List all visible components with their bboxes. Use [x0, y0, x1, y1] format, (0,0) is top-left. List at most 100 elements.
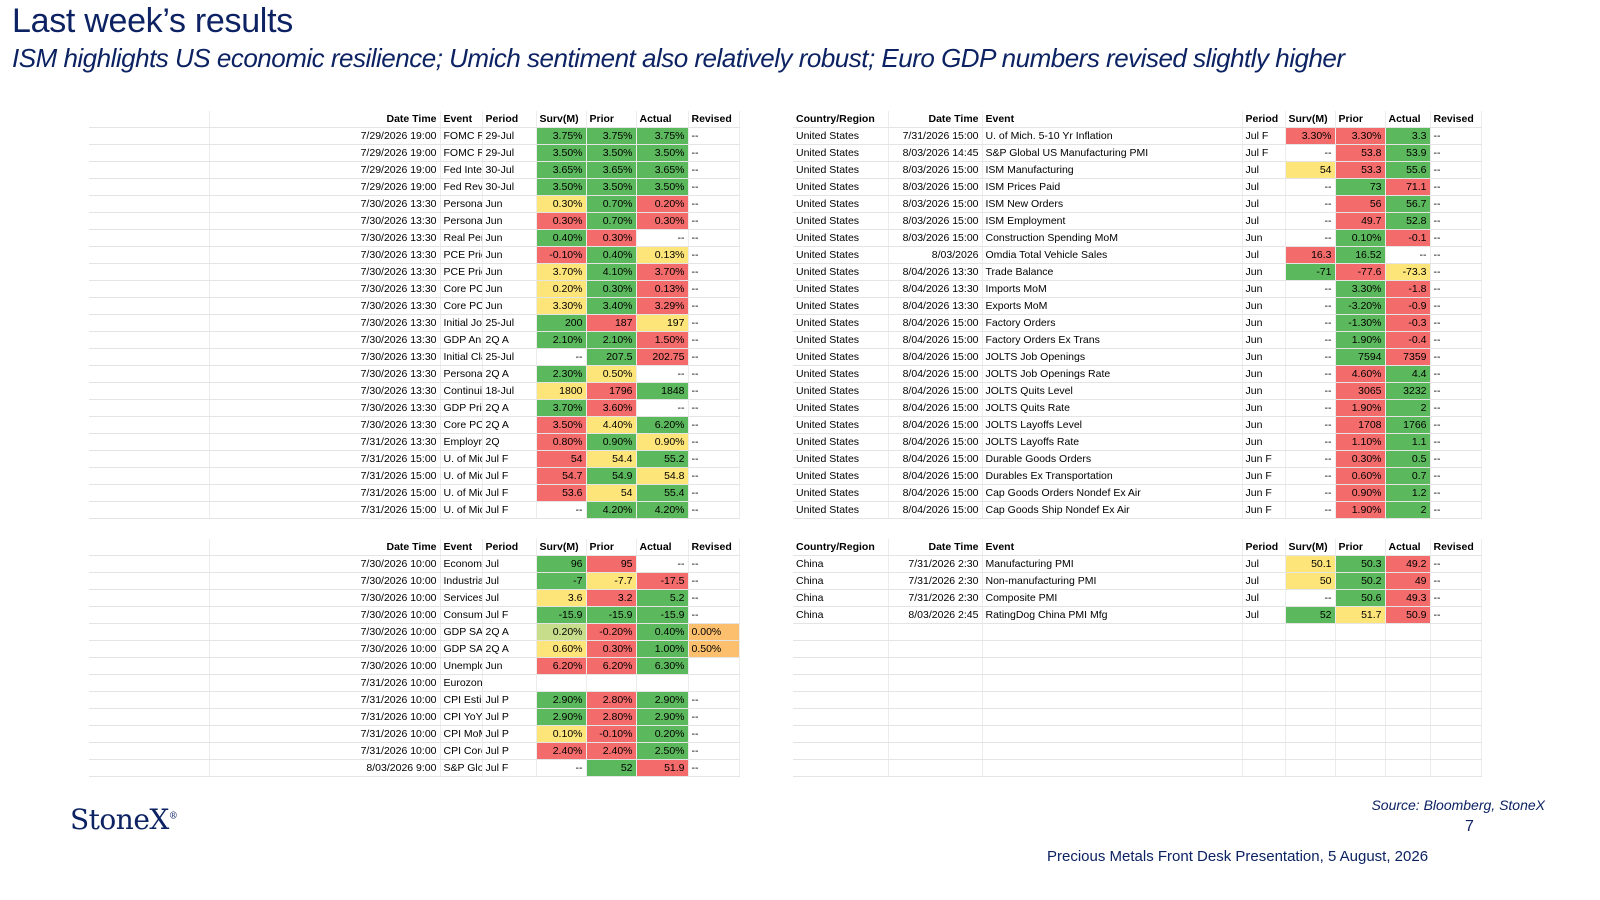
empty-cell — [1385, 708, 1431, 726]
dt-cell: 7/30/2026 13:30 — [209, 246, 441, 264]
revised-cell: -- — [1430, 382, 1482, 400]
spacer-cell — [89, 640, 210, 658]
spacer-cell — [89, 501, 210, 519]
actual-cell — [636, 674, 689, 692]
table-row: 7/30/2026 10:00Consumer ConfidenceJul F-… — [89, 606, 740, 624]
period-cell: Jun — [482, 280, 537, 298]
surv-cell — [536, 674, 587, 692]
table-row: China 8/03/2026 2:45 RatingDog China PMI M… — [793, 606, 1482, 624]
column-header: Period — [482, 539, 537, 556]
actual-cell: -0.1 — [1385, 229, 1431, 247]
empty-cell — [888, 657, 983, 675]
period-cell: Jul P — [482, 725, 537, 743]
actual-cell: 55.4 — [636, 484, 689, 502]
surv-cell: 2.90% — [536, 708, 587, 726]
surv-cell: -0.10% — [536, 246, 587, 264]
table-row: United States 8/03/2026 15:00 ISM Prices P… — [793, 178, 1482, 196]
event-cell: GDP Price Index — [440, 399, 483, 417]
actual-cell: 3.50% — [636, 178, 689, 196]
prior-cell: 2.10% — [586, 331, 637, 349]
revised-cell: -- — [1430, 195, 1482, 213]
table-header-row: Date Time Event Period Surv(M) Prior Actual Re… — [89, 111, 740, 128]
revised-cell: -- — [688, 297, 740, 315]
column-header: Actual — [1385, 539, 1431, 556]
spacer-cell — [89, 127, 210, 145]
spacer-cell — [89, 606, 210, 624]
surv-cell: -- — [1285, 348, 1336, 366]
surv-cell: -7 — [536, 572, 587, 590]
country-cell: United States — [793, 501, 889, 519]
period-cell: 2Q — [482, 433, 537, 451]
prior-cell: 2.80% — [586, 691, 637, 709]
revised-cell: -- — [1430, 484, 1482, 502]
prior-cell: 54.4 — [586, 450, 637, 468]
prior-cell: -0.20% — [586, 623, 637, 641]
spacer-cell — [89, 314, 210, 332]
table-row: 7/30/2026 10:00Unemployment RateJun6.20%… — [89, 657, 740, 675]
surv-cell: -- — [1285, 280, 1336, 298]
column-header: Revised — [1430, 111, 1482, 128]
empty-cell — [888, 691, 983, 709]
empty-cell — [793, 691, 889, 709]
empty-cell — [1285, 640, 1336, 658]
event-cell: Composite PMI — [982, 589, 1243, 607]
revised-cell: -- — [688, 331, 740, 349]
empty-cell — [1385, 759, 1431, 777]
table-row: United States 8/04/2026 15:00 Durables Ex … — [793, 467, 1482, 485]
empty-cell — [1285, 691, 1336, 709]
spacer-cell — [89, 161, 210, 179]
spacer-cell — [89, 708, 210, 726]
period-cell: Jul P — [482, 708, 537, 726]
event-cell: RatingDog China PMI Mfg — [982, 606, 1243, 624]
actual-cell: 52.8 — [1385, 212, 1431, 230]
actual-cell: -0.3 — [1385, 314, 1431, 332]
period-cell: Jun — [482, 229, 537, 247]
dt-cell: 7/30/2026 10:00 — [209, 640, 441, 658]
revised-cell: -- — [688, 212, 740, 230]
column-header: Event — [440, 111, 483, 128]
period-cell: Jul — [1242, 555, 1286, 573]
revised-cell: 0.50% — [688, 640, 740, 658]
event-cell: PCE Price Index MoM — [440, 246, 483, 264]
table-row: 7/31/2026 13:30Employment Cost Index2Q0.… — [89, 433, 740, 451]
dt-cell: 8/04/2026 15:00 — [888, 501, 983, 519]
country-cell: United States — [793, 450, 889, 468]
dt-cell: 8/04/2026 15:00 — [888, 416, 983, 434]
actual-cell: 0.20% — [636, 725, 689, 743]
table-row: United States 8/03/2026 15:00 ISM New Orde… — [793, 195, 1482, 213]
empty-cell — [1285, 742, 1336, 760]
event-cell: ISM Employment — [982, 212, 1243, 230]
event-cell: Initial Claims 4-Wk Moving Avg — [440, 348, 483, 366]
dt-cell: 7/31/2026 15:00 — [209, 501, 441, 519]
event-cell: JOLTS Layoffs Level — [982, 416, 1243, 434]
period-cell: Jun F — [1242, 484, 1286, 502]
spacer-cell — [89, 484, 210, 502]
event-cell: Imports MoM — [982, 280, 1243, 298]
revised-cell: -- — [1430, 348, 1482, 366]
spacer-cell — [89, 348, 210, 366]
revised-cell: -- — [1430, 144, 1482, 162]
event-cell: Real Personal Spending — [440, 229, 483, 247]
surv-cell: 3.6 — [536, 589, 587, 607]
column-header: Prior — [1335, 539, 1386, 556]
country-cell: United States — [793, 467, 889, 485]
empty-row — [793, 623, 1482, 641]
revised-cell: -- — [1430, 280, 1482, 298]
prior-cell: 0.30% — [586, 229, 637, 247]
period-cell: 2Q A — [482, 399, 537, 417]
table-row: United States 7/31/2026 15:00 U. of Mich. … — [793, 127, 1482, 145]
country-cell: China — [793, 572, 889, 590]
country-cell: United States — [793, 144, 889, 162]
actual-cell: 51.9 — [636, 759, 689, 777]
spacer-cell — [89, 229, 210, 247]
country-cell: United States — [793, 433, 889, 451]
table-row: 7/31/2026 15:00U. of Mich. Current Condi… — [89, 467, 740, 485]
period-cell: Jun — [1242, 433, 1286, 451]
event-cell: Non-manufacturing PMI — [982, 572, 1243, 590]
table-row: United States 8/03/2026 15:00 ISM Manufact… — [793, 161, 1482, 179]
